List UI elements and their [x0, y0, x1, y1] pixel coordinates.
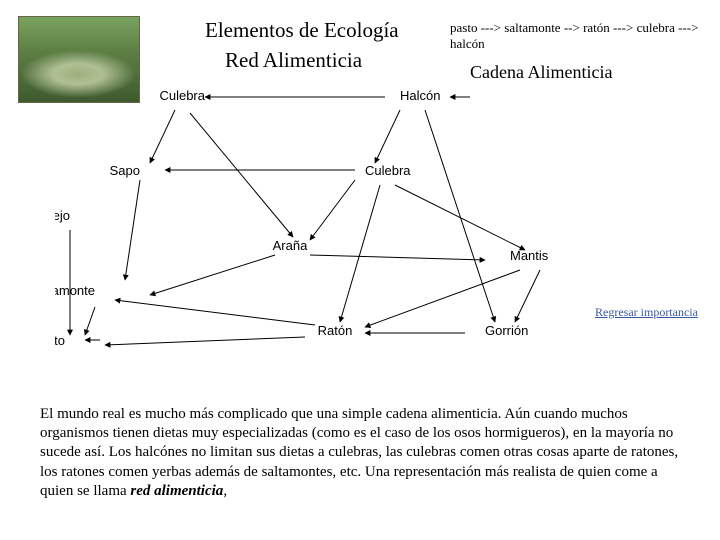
- food-web-edge: [105, 337, 305, 345]
- food-web-edge: [85, 307, 95, 335]
- food-web-edge: [150, 255, 275, 295]
- food-web-node-saltamonte: Saltamonte: [55, 283, 95, 298]
- food-web-node-culebra2: Culebra: [365, 163, 411, 178]
- food-web-edge: [340, 185, 380, 322]
- food-chain-text: pasto ---> saltamonte --> ratón ---> cul…: [450, 20, 700, 53]
- page-subtitle: Red Alimenticia: [225, 48, 362, 73]
- food-web-edge: [115, 300, 315, 325]
- body-text-after: ,: [223, 483, 227, 499]
- food-web-edge: [365, 270, 520, 327]
- food-web-node-conejo: Conejo: [55, 208, 70, 223]
- food-web-edge: [515, 270, 540, 322]
- food-web-node-mantis: Mantis: [510, 248, 549, 263]
- food-web-edge: [310, 255, 485, 260]
- food-web-node-culebra: Culebra: [159, 88, 205, 103]
- food-web-node-gorrion: Gorrión: [485, 323, 528, 338]
- slide: Elementos de Ecología Red Alimenticia pa…: [0, 0, 720, 540]
- food-web-node-halcon: Halcón: [400, 88, 440, 103]
- food-web-edge: [375, 110, 400, 163]
- body-text-emphasis: red alimenticia: [130, 483, 223, 499]
- food-web-node-arana: Araña: [273, 238, 308, 253]
- food-chain-title: Cadena Alimenticia: [470, 62, 612, 83]
- body-paragraph: El mundo real es mucho más complicado qu…: [40, 405, 680, 501]
- food-web-node-sapo: Sapo: [110, 163, 140, 178]
- food-web-node-raton: Ratón: [318, 323, 353, 338]
- food-web-edge: [190, 113, 293, 237]
- page-title: Elementos de Ecología: [205, 18, 399, 43]
- food-web-edge: [150, 110, 175, 163]
- food-web-diagram: Culebra Halcón Sapo Culebra Conejo Araña Manti…: [55, 85, 585, 355]
- food-web-edge: [125, 180, 140, 280]
- back-link[interactable]: Regresar importancia: [595, 305, 698, 320]
- food-web-node-pasto: Pasto: [55, 333, 65, 348]
- food-web-edge: [310, 180, 355, 240]
- food-web-edge: [425, 110, 495, 322]
